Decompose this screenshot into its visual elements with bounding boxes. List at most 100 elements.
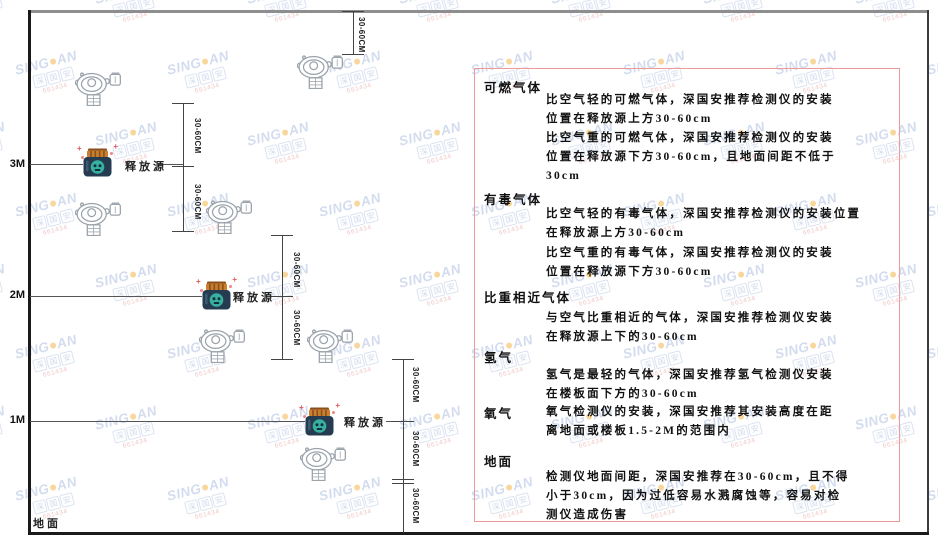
dimension-tick bbox=[271, 296, 293, 297]
gas-detector bbox=[198, 329, 245, 364]
dimension-line bbox=[353, 11, 354, 54]
gas-detector-icon bbox=[306, 329, 353, 364]
gas-detector-icon bbox=[198, 329, 245, 364]
gas-detector-icon bbox=[74, 202, 121, 237]
release-source-icon bbox=[202, 281, 231, 310]
spark-icon: + bbox=[232, 275, 237, 284]
dimension-tick bbox=[392, 483, 414, 484]
spark-icon bbox=[332, 411, 335, 414]
release-source-label: 释放源 bbox=[125, 161, 167, 173]
dimension-label: 30-60CM bbox=[193, 184, 202, 220]
gas-detector bbox=[205, 200, 252, 235]
dimension-line bbox=[403, 359, 404, 533]
level-label-1m: 1M bbox=[9, 414, 25, 426]
dimension-tick bbox=[342, 54, 364, 55]
section-paragraph: 比空气轻的有毒气体，深国安推荐检测仪的安装位置 在释放源上方30-60cm bbox=[546, 208, 862, 239]
release-source: + + bbox=[77, 143, 118, 177]
ceiling-line bbox=[28, 10, 929, 13]
dimension-tick bbox=[392, 421, 414, 422]
section-paragraph: 氢气是最轻的气体，深国安推荐氢气检测仪安装 在楼板面下方的30-60cm bbox=[546, 369, 834, 400]
dimension-tick bbox=[172, 103, 194, 104]
dimension-tick bbox=[342, 11, 364, 12]
level-line-2m bbox=[30, 296, 202, 297]
spark-icon bbox=[229, 285, 232, 288]
spark-icon bbox=[81, 156, 84, 159]
ground-line bbox=[28, 532, 929, 535]
spark-icon bbox=[200, 289, 203, 292]
dimension-label: 30-60CM bbox=[357, 17, 366, 53]
spark-icon bbox=[303, 415, 306, 418]
dimension-label: 30-60CM bbox=[411, 488, 420, 524]
dimension-line bbox=[282, 235, 283, 359]
dimension-tick bbox=[271, 359, 293, 360]
installation-guideline-panel: 可燃气体 比空气轻的可燃气体，深国安推荐检测仪的安装 位置在释放源上方30-60… bbox=[474, 68, 900, 522]
dimension-tick bbox=[172, 231, 194, 232]
release-source-icon bbox=[83, 148, 112, 177]
gas-detector bbox=[74, 202, 121, 237]
level-line-3m-ext bbox=[158, 164, 183, 165]
wall-axis-line bbox=[28, 10, 31, 535]
section-heading-oxygen: 氧气 bbox=[484, 407, 514, 421]
right-wall-line bbox=[927, 10, 929, 535]
gas-detector-icon bbox=[205, 200, 252, 235]
section-paragraph: 检测仪地面间距，深国安推荐在30-60cm，且不得 小于30cm，因为过低容易水… bbox=[546, 471, 850, 521]
spark-icon: + bbox=[335, 401, 340, 410]
spark-icon bbox=[110, 152, 113, 155]
gas-detector bbox=[306, 329, 353, 364]
section-heading-toxic: 有毒气体 bbox=[484, 193, 543, 207]
gas-detector-icon bbox=[74, 72, 121, 107]
dimension-label: 30-60CM bbox=[411, 431, 420, 467]
spark-icon: + bbox=[299, 403, 304, 412]
spark-icon: + bbox=[77, 144, 82, 153]
dimension-label: 30-60CM bbox=[292, 310, 301, 346]
spark-icon: + bbox=[196, 277, 201, 286]
level-label-2m: 2M bbox=[9, 289, 25, 301]
dimension-tick bbox=[271, 235, 293, 236]
gas-detector bbox=[296, 55, 343, 90]
section-paragraph: 氧气检测仪的安装，深国安推荐其安装高度在距 离地面或楼板1.5-2M的范围内 bbox=[546, 406, 834, 437]
level-label-3m: 3M bbox=[9, 158, 25, 170]
release-source-label: 释放源 bbox=[233, 292, 275, 304]
section-heading-hydrogen: 氢气 bbox=[484, 351, 514, 365]
section-heading-ground: 地面 bbox=[484, 455, 514, 469]
ground-label: 地面 bbox=[33, 518, 61, 530]
dimension-tick bbox=[392, 479, 414, 480]
section-paragraph: 与空气比重相近的气体，深国安推荐检测仪安装 在释放源上下的30-60cm bbox=[546, 312, 834, 343]
release-source: + + bbox=[196, 276, 237, 310]
dimension-label: 30-60CM bbox=[411, 367, 420, 403]
level-line-1m bbox=[30, 421, 305, 422]
gas-detector-icon bbox=[299, 447, 346, 482]
dimension-label: 30-60CM bbox=[292, 252, 301, 288]
release-source-label: 释放源 bbox=[344, 417, 386, 429]
release-source: + + bbox=[299, 402, 340, 436]
gas-detector bbox=[299, 447, 346, 482]
gas-detector bbox=[74, 72, 121, 107]
section-paragraph: 比空气轻的可燃气体，深国安推荐检测仪的安装 位置在释放源上方30-60cm bbox=[546, 94, 834, 125]
section-heading-combustible: 可燃气体 bbox=[484, 81, 543, 95]
dimension-line bbox=[183, 103, 184, 231]
gas-detector-icon bbox=[296, 55, 343, 90]
section-paragraph: 比空气重的可燃气体，深国安推荐检测仪的安装 位置在释放源下方30-60cm，且地… bbox=[546, 132, 836, 182]
release-source-icon bbox=[305, 407, 334, 436]
